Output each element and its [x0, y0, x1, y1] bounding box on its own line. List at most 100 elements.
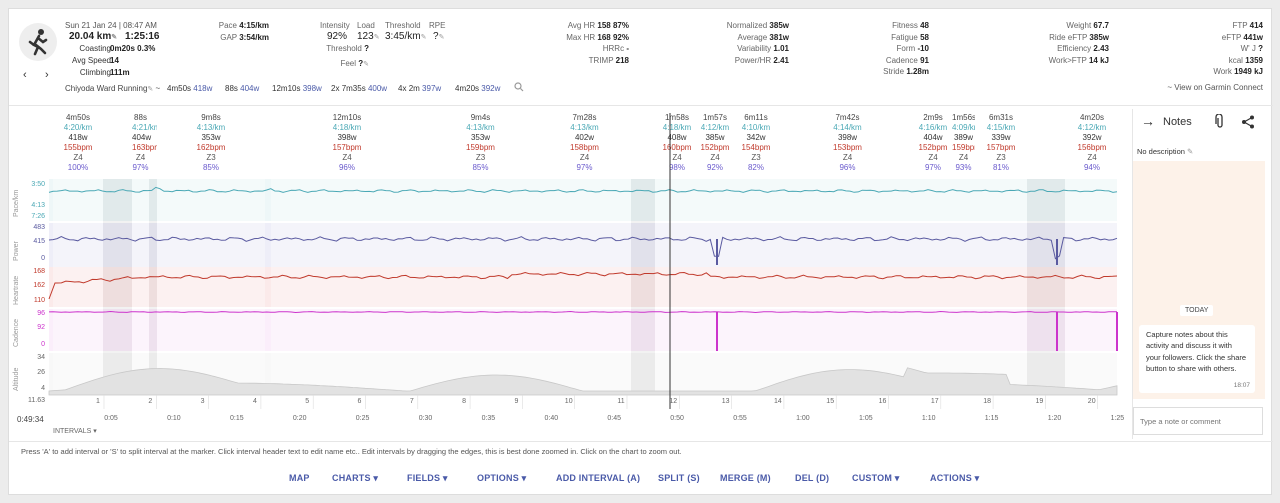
- stat-value: 1949 kJ: [1234, 67, 1263, 76]
- interval-shade: [731, 179, 781, 395]
- stat-label: FTP: [1232, 21, 1248, 30]
- summary-value: 397w: [422, 84, 442, 93]
- summary-label: 88s: [225, 84, 238, 93]
- interval-bpm: 153bpm: [833, 143, 862, 152]
- stat-value: 385w: [1089, 32, 1109, 42]
- interval-header[interactable]: 7m42s 4:14/km 398w 153bpm Z4 96%: [781, 113, 914, 179]
- activity-name[interactable]: Chiyoda Ward Running✎ ~: [65, 84, 161, 93]
- time-tick: 0:25: [355, 415, 370, 422]
- interval-header[interactable]: 9m8s 4:13/km 353w 162bpm Z3 85%: [157, 113, 265, 179]
- stat-label: Efficiency: [1057, 44, 1092, 53]
- rpe-value[interactable]: ?✎: [433, 31, 444, 42]
- custom-button[interactable]: CUSTOM ▾: [852, 473, 899, 484]
- custom-label: CUSTOM: [852, 473, 893, 483]
- note-input[interactable]: [1133, 407, 1263, 435]
- interval-header[interactable]: 2m9s 4:16/km 404w 152bpm Z4 97%: [914, 113, 952, 179]
- interval-header[interactable]: 1m56s 4:09/km 389w 159bpm Z4 93%: [952, 113, 981, 179]
- search-icon[interactable]: [514, 82, 524, 92]
- power-band: [49, 223, 1117, 267]
- actions-button[interactable]: ACTIONS ▾: [930, 473, 979, 484]
- interval-watts: 342w: [746, 133, 766, 142]
- activity-date: Sun 21 Jan 24: [65, 21, 117, 30]
- interval-summary-item[interactable]: 12m10s 398w: [272, 84, 322, 93]
- interval-summary-item[interactable]: 2x 7m35s 400w: [331, 84, 387, 93]
- stat-value: -10: [917, 44, 929, 53]
- delete-button[interactable]: DEL (D): [795, 473, 830, 483]
- stat-value: 441w: [1243, 32, 1263, 42]
- stat-label: Fitness: [892, 21, 918, 30]
- garmin-link[interactable]: ~ View on Garmin Connect: [1167, 83, 1263, 92]
- interval-dur: 1m57s: [702, 113, 727, 122]
- prev-activity-button[interactable]: ‹: [23, 69, 27, 81]
- interval-zone: Z4: [135, 153, 146, 162]
- load-value[interactable]: 123✎: [357, 31, 380, 42]
- stat-label: Max HR: [566, 32, 596, 42]
- description-text: No description: [1137, 147, 1185, 156]
- interval-pace: 4:20/km: [63, 123, 93, 132]
- coasting-pct: 0.3%: [137, 44, 156, 53]
- stat-value: 91: [920, 55, 929, 65]
- threshold2-label: Threshold: [326, 44, 362, 53]
- options-button[interactable]: OPTIONS ▾: [477, 473, 526, 484]
- threshold-pace[interactable]: 3:45/km✎: [385, 31, 426, 42]
- add-interval-button[interactable]: ADD INTERVAL (A): [556, 473, 641, 483]
- interval-header[interactable]: 88s 4:21/km 404w 163bpm Z4 97%: [132, 113, 161, 179]
- activity-datetime[interactable]: Sun 21 Jan 24 | 08:47 AM: [65, 21, 157, 30]
- interval-header[interactable]: 12m10s 4:18/km 398w 157bpm Z4 96%: [271, 113, 423, 179]
- interval-summary-item[interactable]: 4m50s 418w: [167, 84, 212, 93]
- interval-header[interactable]: 4m50s 4:20/km 418w 155bpm Z4 100%: [53, 113, 103, 179]
- description[interactable]: No description ✎: [1137, 147, 1193, 156]
- interval-dur: 4m20s: [1079, 113, 1104, 122]
- split-button[interactable]: SPLIT (S): [658, 473, 700, 483]
- summary-value: 400w: [367, 84, 388, 93]
- interval-header[interactable]: 1m58s 4:18/km 408w 160bpm Z4 98%: [655, 113, 699, 179]
- map-button[interactable]: MAP: [289, 473, 310, 483]
- altitude-tick: 11.63: [28, 397, 45, 404]
- arrow-right-icon[interactable]: →: [1141, 113, 1155, 129]
- feel-field[interactable]: Feel ?✎: [309, 59, 369, 68]
- paperclip-icon[interactable]: [1215, 114, 1225, 128]
- merge-button[interactable]: MERGE (M): [720, 473, 771, 483]
- interval-summary-item[interactable]: 4m20s 392w: [455, 84, 500, 93]
- km-marker: 4: [253, 398, 257, 405]
- interval-header[interactable]: 6m31s 4:15/km 339w 157bpm Z3 81%: [975, 113, 1027, 179]
- time-tick: 1:20: [1047, 415, 1062, 422]
- interval-dur: 7m28s: [572, 113, 597, 122]
- interval-header[interactable]: 7m28s 4:13/km 402w 158bpm Z4 97%: [538, 113, 631, 179]
- intervals-toggle[interactable]: INTERVALS ▾: [53, 427, 97, 435]
- cadence-tick: 92: [37, 324, 45, 331]
- activity-chart[interactable]: 1 2 3 4 5 6 7 8 9 10 11 12 13 14 15 16 17 18 19 20: [9, 9, 1134, 439]
- interval-watts: 385w: [705, 133, 725, 142]
- interval-summary-item[interactable]: 88s 404w: [225, 84, 259, 93]
- pace-tick: 7:26: [31, 213, 45, 220]
- interval-zone: Z3: [751, 153, 761, 162]
- activity-name-text: Chiyoda Ward Running: [65, 84, 148, 93]
- interval-header[interactable]: 4m20s 4:12/km 392w 156bpm Z4 94%: [1065, 113, 1119, 179]
- gap-value: 3:54/km: [239, 33, 269, 42]
- time-tick: 0:05: [104, 415, 118, 422]
- fields-button[interactable]: FIELDS ▾: [407, 473, 448, 484]
- charts-button[interactable]: CHARTS ▾: [332, 473, 378, 484]
- stat-label: eFTP: [1221, 32, 1242, 42]
- notes-header: → Notes: [1137, 113, 1269, 135]
- next-activity-button[interactable]: ›: [45, 69, 49, 81]
- edit-icon: ✎: [111, 34, 118, 41]
- load-label: Load: [357, 21, 375, 30]
- interval-header[interactable]: 6m11s 4:10/km 342w 154bpm Z3 82%: [731, 113, 781, 179]
- actions-label: ACTIONS: [930, 473, 972, 483]
- interval-pct: 96%: [839, 163, 856, 172]
- interval-bpm: 159bpm: [466, 143, 495, 152]
- interval-header[interactable]: 1m57s 4:12/km 385w 152bpm Z4 92%: [699, 113, 731, 179]
- summary-value: 404w: [240, 84, 260, 93]
- share-icon[interactable]: [1241, 115, 1255, 129]
- intensity-label: Intensity: [320, 21, 350, 30]
- interval-summary-item[interactable]: 4x 2m 397w: [398, 84, 441, 93]
- intensity-value: 92%: [327, 31, 348, 42]
- stat-value: 158: [597, 21, 611, 30]
- time-tick: 0:15: [229, 415, 244, 422]
- interval-pct: 85%: [472, 163, 489, 172]
- distance[interactable]: 20.04 km✎: [69, 31, 117, 42]
- activity-type-avatar[interactable]: [19, 23, 57, 61]
- interval-header[interactable]: 9m4s 4:13/km 353w 159bpm Z3 85%: [423, 113, 538, 179]
- interval-shade: [271, 179, 423, 395]
